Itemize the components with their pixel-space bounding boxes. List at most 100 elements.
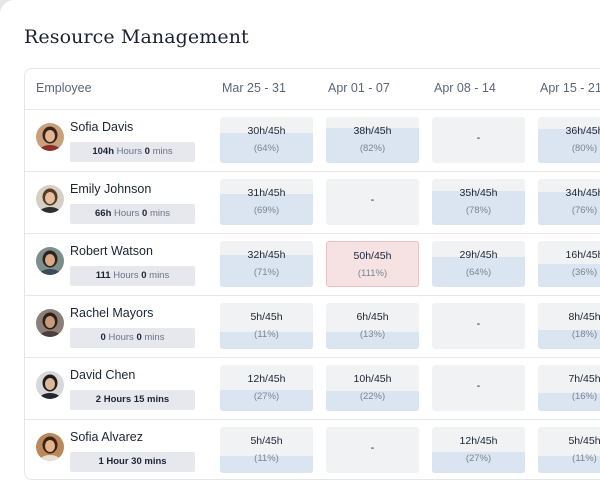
logged-mins-value: 0 bbox=[141, 270, 147, 281]
allocation-cell[interactable]: 30h/45h (64%) bbox=[220, 117, 313, 163]
allocation-cell-empty[interactable]: - bbox=[432, 365, 525, 411]
allocation-cell-overallocated[interactable]: 50h/45h (111%) bbox=[326, 241, 419, 287]
employee-name[interactable]: Robert Watson bbox=[70, 244, 153, 258]
allocation-percent: (64%) bbox=[253, 143, 280, 154]
allocated-hours: 5h/45h bbox=[568, 435, 600, 447]
allocation-cell[interactable]: 34h/45h (76%) bbox=[538, 179, 600, 225]
allocation-fill-bar bbox=[538, 456, 600, 473]
allocation-fill-bar bbox=[432, 257, 525, 287]
page-title: Resource Management bbox=[24, 26, 249, 48]
logged-hours-value: 111 bbox=[95, 270, 111, 281]
logged-mins-unit: mins bbox=[152, 146, 173, 157]
column-header-week-4[interactable]: Apr 15 - 21 bbox=[540, 81, 600, 95]
allocated-hours: 34h/45h bbox=[565, 187, 600, 199]
no-allocation-dash: - bbox=[370, 194, 375, 206]
allocation-cell[interactable]: 12h/45h (27%) bbox=[220, 365, 313, 411]
table-row[interactable]: Robert Watson 111 Hours 0 mins 32h/45h (71… bbox=[25, 233, 600, 295]
table-row[interactable]: David Chen 2 Hours 15 mins 12h/45h (27%) 10… bbox=[25, 357, 600, 419]
logged-hours-badge: 104h Hours 0 mins bbox=[70, 142, 195, 162]
column-header-week-2[interactable]: Apr 01 - 07 bbox=[328, 81, 390, 95]
allocation-cell[interactable]: 31h/45h (69%) bbox=[220, 179, 313, 225]
allocated-hours: 35h/45h bbox=[459, 187, 498, 199]
allocation-cell-empty[interactable]: - bbox=[326, 427, 419, 473]
allocated-hours: 30h/45h bbox=[247, 125, 286, 137]
allocation-percent: (76%) bbox=[571, 205, 598, 216]
allocated-hours: 31h/45h bbox=[247, 187, 286, 199]
logged-mins-value: 0 bbox=[142, 208, 148, 219]
allocation-cell[interactable]: 7h/45h (16%) bbox=[538, 365, 600, 411]
allocation-cell[interactable]: 35h/45h (78%) bbox=[432, 179, 525, 225]
allocation-percent: (11%) bbox=[254, 453, 279, 464]
allocation-percent: (78%) bbox=[465, 205, 492, 216]
allocation-fill-bar bbox=[220, 456, 313, 473]
allocation-percent: (13%) bbox=[359, 329, 386, 340]
allocation-cell[interactable]: 10h/45h (22%) bbox=[326, 365, 419, 411]
allocation-fill-bar bbox=[220, 332, 313, 349]
allocation-cell[interactable]: 29h/45h (64%) bbox=[432, 241, 525, 287]
allocation-cell[interactable]: 12h/45h (27%) bbox=[432, 427, 525, 473]
logged-mins-unit: mins bbox=[149, 270, 170, 281]
column-header-employee: Employee bbox=[36, 81, 92, 95]
allocation-cell[interactable]: 32h/45h (71%) bbox=[220, 241, 313, 287]
allocation-fill-bar bbox=[538, 192, 600, 225]
allocation-fill-bar bbox=[432, 452, 525, 473]
no-allocation-dash: - bbox=[476, 132, 481, 144]
logged-hours-unit: Hours bbox=[113, 270, 139, 281]
resource-table: Employee Mar 25 - 31 Apr 01 - 07 Apr 08 … bbox=[24, 68, 600, 480]
table-row[interactable]: Sofia Davis 104h Hours 0 mins 30h/45h (64%… bbox=[25, 109, 600, 171]
allocation-cell[interactable]: 38h/45h (82%) bbox=[326, 117, 419, 163]
allocation-fill-bar bbox=[432, 191, 525, 225]
column-header-week-1[interactable]: Mar 25 - 31 bbox=[222, 81, 286, 95]
allocation-cell[interactable]: 5h/45h (11%) bbox=[538, 427, 600, 473]
allocation-fill-bar bbox=[538, 129, 600, 163]
allocation-percent: (69%) bbox=[253, 205, 280, 216]
allocated-hours: 36h/45h bbox=[565, 125, 600, 137]
allocation-cell-empty[interactable]: - bbox=[432, 303, 525, 349]
allocated-hours: 8h/45h bbox=[568, 311, 600, 323]
allocation-percent: (71%) bbox=[253, 267, 280, 278]
logged-hours-badge: 0 Hours 0 mins bbox=[70, 328, 195, 348]
table-row[interactable]: Emily Johnson 66h Hours 0 mins 31h/45h (69… bbox=[25, 171, 600, 233]
allocation-fill-bar bbox=[220, 133, 313, 163]
employee-name[interactable]: Emily Johnson bbox=[70, 182, 152, 196]
employee-name[interactable]: David Chen bbox=[70, 368, 136, 382]
allocation-percent: (22%) bbox=[359, 391, 386, 402]
logged-hours-value: 0 bbox=[100, 332, 106, 343]
employee-name[interactable]: Sofia Davis bbox=[70, 120, 134, 134]
allocation-cell-empty[interactable]: - bbox=[326, 179, 419, 225]
allocation-percent: (64%) bbox=[465, 267, 492, 278]
logged-hours-value: 2 Hours 15 mins bbox=[95, 394, 170, 405]
logged-hours-value: 1 Hour 30 mins bbox=[98, 456, 167, 467]
allocation-cell[interactable]: 36h/45h (80%) bbox=[538, 117, 600, 163]
avatar bbox=[36, 371, 64, 399]
allocated-hours: 29h/45h bbox=[459, 249, 498, 261]
allocation-cell[interactable]: 8h/45h (18%) bbox=[538, 303, 600, 349]
table-header: Employee Mar 25 - 31 Apr 01 - 07 Apr 08 … bbox=[25, 69, 600, 109]
allocated-hours: 5h/45h bbox=[250, 435, 283, 447]
logged-mins-unit: mins bbox=[144, 332, 165, 343]
employee-name[interactable]: Sofia Alvarez bbox=[70, 430, 143, 444]
column-header-week-3[interactable]: Apr 08 - 14 bbox=[434, 81, 496, 95]
allocated-hours: 38h/45h bbox=[353, 125, 392, 137]
table-row[interactable]: Rachel Mayors 0 Hours 0 mins 5h/45h (11%) 6… bbox=[25, 295, 600, 357]
allocation-cell[interactable]: 16h/45h (36%) bbox=[538, 241, 600, 287]
allocation-percent: (27%) bbox=[465, 453, 492, 464]
allocation-cell[interactable]: 5h/45h (11%) bbox=[220, 303, 313, 349]
allocation-cell[interactable]: 6h/45h (13%) bbox=[326, 303, 419, 349]
logged-hours-unit: Hours bbox=[114, 208, 140, 219]
allocation-cell-empty[interactable]: - bbox=[432, 117, 525, 163]
allocation-fill-bar bbox=[220, 255, 313, 287]
no-allocation-dash: - bbox=[476, 318, 481, 330]
avatar bbox=[36, 185, 64, 213]
allocated-hours: 10h/45h bbox=[353, 373, 392, 385]
allocated-hours: 5h/45h bbox=[250, 311, 283, 323]
allocation-fill-bar bbox=[538, 393, 600, 411]
allocation-cell[interactable]: 5h/45h (11%) bbox=[220, 427, 313, 473]
allocation-percent: (80%) bbox=[571, 143, 598, 154]
table-row[interactable]: Sofia Alvarez 1 Hour 30 mins 5h/45h (11%) -… bbox=[25, 419, 600, 479]
allocated-hours: 7h/45h bbox=[568, 373, 600, 385]
allocation-percent: (111%) bbox=[357, 268, 388, 279]
employee-name[interactable]: Rachel Mayors bbox=[70, 306, 154, 320]
allocation-fill-bar bbox=[220, 194, 313, 225]
